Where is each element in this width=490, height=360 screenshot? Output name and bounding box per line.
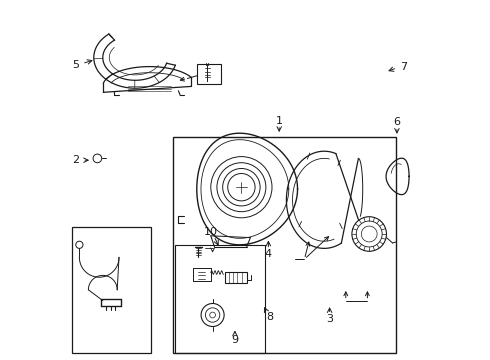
Text: 7: 7: [400, 62, 407, 72]
Bar: [197, 64, 221, 84]
Text: 3: 3: [326, 314, 333, 324]
Text: 10: 10: [204, 227, 218, 237]
Bar: [173, 137, 396, 353]
Text: 1: 1: [276, 116, 283, 126]
Text: 4: 4: [265, 249, 272, 259]
Text: 2: 2: [72, 155, 79, 165]
Bar: [225, 272, 247, 283]
Text: 9: 9: [231, 335, 239, 345]
Bar: [72, 227, 151, 353]
Text: 5: 5: [73, 60, 79, 70]
Text: 8: 8: [267, 312, 274, 322]
Bar: [175, 245, 265, 353]
Text: 6: 6: [393, 117, 400, 127]
